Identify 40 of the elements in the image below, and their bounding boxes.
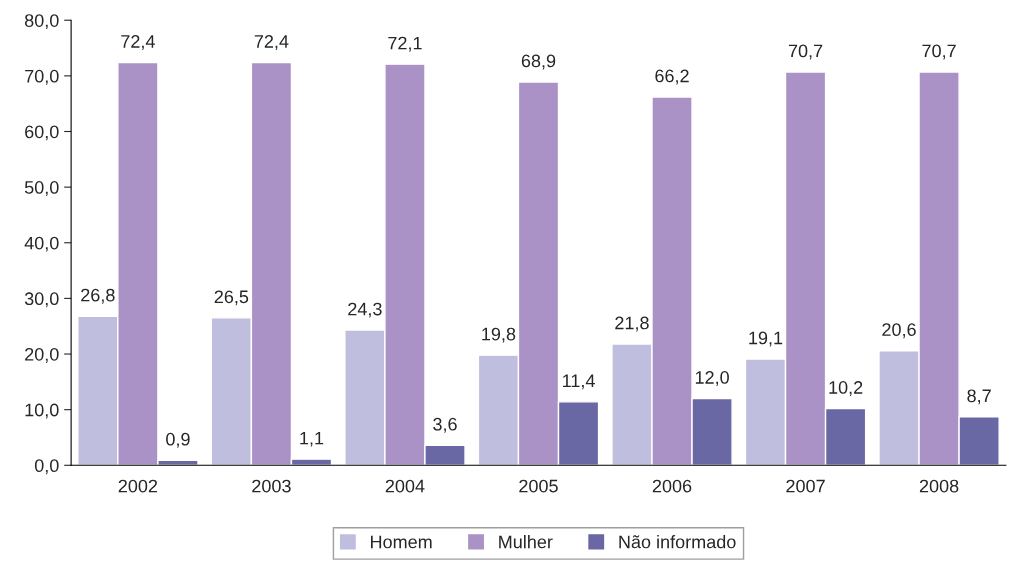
data-label: 19,1 xyxy=(749,331,783,347)
data-label: 72,4 xyxy=(254,35,289,50)
x-tick-label: 2002 xyxy=(118,479,158,493)
y-tick-label: 60,0 xyxy=(25,125,59,141)
data-label: 26,5 xyxy=(214,290,249,306)
data-label: 3,6 xyxy=(433,417,457,433)
data-label: 70,7 xyxy=(922,44,956,60)
x-tick-label: 2008 xyxy=(919,479,959,493)
data-label: 8,7 xyxy=(967,389,991,405)
x-tick-label: 2003 xyxy=(252,479,291,493)
data-label: 72,1 xyxy=(388,36,422,52)
y-tick-label: 50,0 xyxy=(24,181,59,196)
y-tick-label: 0,0 xyxy=(34,459,59,475)
y-tick-label: 20,0 xyxy=(25,347,59,363)
x-tick-label: 2007 xyxy=(786,479,825,493)
y-tick-label: 70,0 xyxy=(25,69,59,85)
legend-label: Mulher xyxy=(499,535,553,549)
data-label: 68,9 xyxy=(521,54,556,70)
data-label: 70,7 xyxy=(788,44,823,60)
data-label: 66,2 xyxy=(655,69,689,85)
y-tick-label: 40,0 xyxy=(24,236,59,252)
x-tick-label: 2004 xyxy=(385,479,425,493)
legend-label: Homem xyxy=(371,535,432,549)
y-tick-label: 10,0 xyxy=(25,403,59,419)
data-label: 72,4 xyxy=(121,35,155,50)
data-label: 20,6 xyxy=(882,323,916,339)
data-label: 0,9 xyxy=(166,432,190,448)
y-tick-label: 80,0 xyxy=(24,14,59,30)
data-label: 21,8 xyxy=(615,316,649,332)
data-label: 24,3 xyxy=(348,302,382,318)
data-label: 12,0 xyxy=(695,371,729,386)
data-label: 11,4 xyxy=(563,374,595,390)
x-tick-label: 2006 xyxy=(652,479,692,493)
x-tick-label: 2005 xyxy=(519,479,558,493)
data-label: 19,8 xyxy=(482,327,516,343)
data-label: 26,8 xyxy=(81,288,115,304)
legend-label: Não informado xyxy=(619,535,736,549)
y-tick-label: 30,0 xyxy=(24,292,59,308)
data-label: 10,2 xyxy=(829,381,863,396)
data-label: 1,1 xyxy=(300,431,324,447)
